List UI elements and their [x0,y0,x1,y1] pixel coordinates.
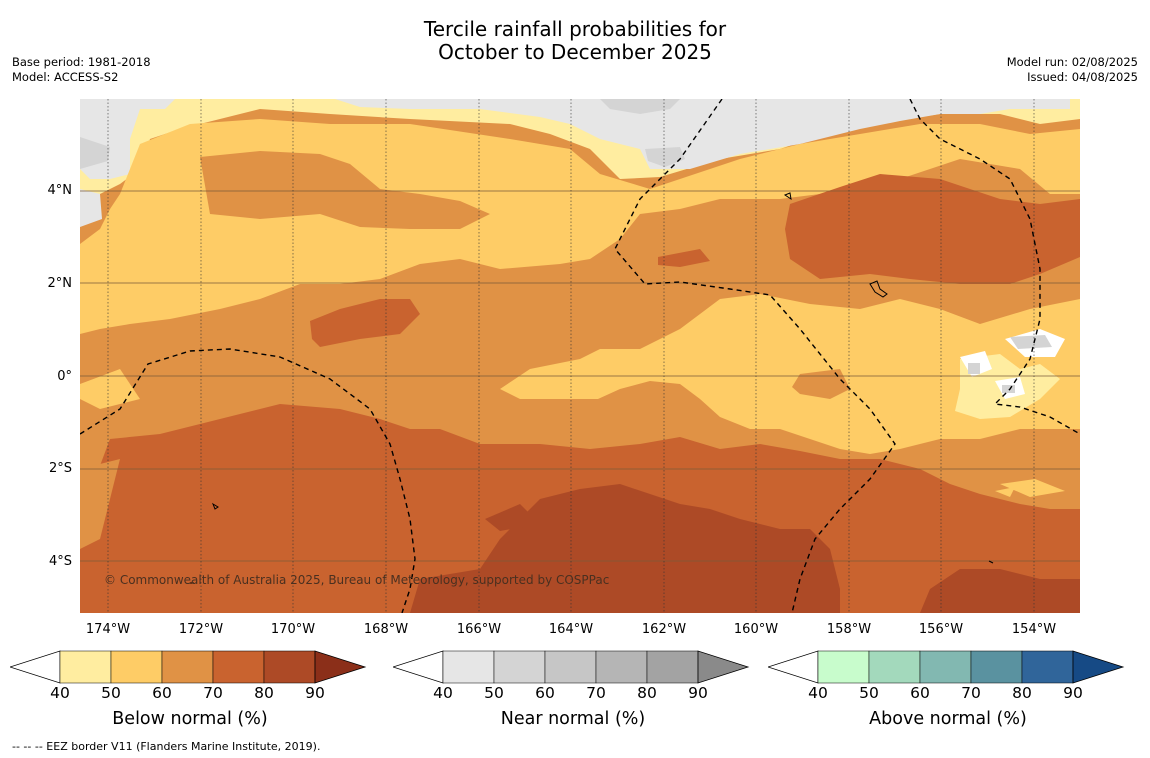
region-below-90-south-lobe [485,504,540,531]
region-below-80-west [310,299,420,347]
region-below-90-south [410,484,840,613]
region-near-50-c [80,137,110,169]
lon-label-168W: 168°W [363,622,409,637]
colorbar-swatch [110,650,163,684]
colorbar-swatch [1021,650,1074,684]
lon-label-154W: 154°W [1011,622,1057,637]
lon-label-158W: 158°W [826,622,872,637]
colorbar-tick-label: 70 [586,684,606,702]
colorbar-tick-label: 60 [535,684,555,702]
eez-border-west [80,348,416,613]
colorbar-above-normal [768,650,1125,684]
colorbar-tick-label: 90 [305,684,325,702]
island-small-sw [211,502,219,510]
lon-label-166W: 166°W [456,622,502,637]
lat-label-0: 0° [57,369,72,384]
colorbar-extend-low [10,650,61,684]
colorbar-tick-label: 80 [254,684,274,702]
colorbar-tick-label: 50 [101,684,121,702]
colorbar-near-normal [393,650,750,684]
colorbar-title-below: Below normal (%) [112,709,268,729]
colorbar-tick-label: 60 [910,684,930,702]
colorbar-swatch [970,650,1023,684]
colorbar-tick-label: 80 [637,684,657,702]
colorbar-swatch [161,650,214,684]
issued-date: Issued: 04/08/2025 [1027,70,1138,84]
colorbar-below-normal [10,650,367,684]
colorbar-tick-label: 80 [1012,684,1032,702]
rainfall-map: © Commonwealth of Australia 2025, Bureau… [80,99,1080,613]
colorbar-tick-label: 70 [203,684,223,702]
region-below-70-sw [80,459,120,549]
region-below-60-west [80,369,140,409]
region-below-60-center [500,294,1080,454]
meta-right: Model run: 02/08/2025 Issued: 04/08/2025 [1007,55,1138,85]
colorbar-swatch [263,650,316,684]
copyright-text: © Commonwealth of Australia 2025, Bureau… [104,573,609,587]
colorbar-swatch [544,650,597,684]
title-line-2: October to December 2025 [438,40,712,64]
region-below-60-se [995,479,1065,497]
meta-left: Base period: 1981-2018 Model: ACCESS-S2 [12,55,151,85]
colorbar-tick-label: 90 [1063,684,1083,702]
lat-label-4N: 4°N [47,183,73,198]
region-near-50-east [968,335,1052,393]
region-below-80-small [658,249,710,267]
island-small-n [783,192,792,201]
colorbar-swatch [59,650,112,684]
colorbar-extend-high [697,650,750,684]
colorbar-extend-high [314,650,367,684]
region-below-80-east [785,174,1080,284]
eez-legend-footer: -- -- -- EEZ border V11 (Flanders Marine… [12,740,321,753]
lon-label-174W: 174°W [85,622,131,637]
eez-border-east [909,99,1080,435]
lon-label-170W: 170°W [270,622,316,637]
lat-label-2S: 2°S [48,461,72,476]
region-below-90-se [920,569,1080,613]
colorbar-tick-label: 40 [808,684,828,702]
lat-label-2N: 2°N [47,276,73,291]
lon-label-164W: 164°W [548,622,594,637]
colorbar-swatch [442,650,495,684]
island-kiritimati [869,280,888,298]
colorbar-tick-label: 40 [50,684,70,702]
colorbar-tick-label: 40 [433,684,453,702]
lon-label-162W: 162°W [641,622,687,637]
island-dot-se [988,560,994,564]
colorbar-swatch [919,650,972,684]
model-name: Model: ACCESS-S2 [12,70,119,84]
lat-label-4S: 4°S [48,554,72,569]
region-below-70-nw [200,151,490,229]
region-near-40-left [80,189,102,227]
lon-label-160W: 160°W [733,622,779,637]
colorbar-extend-high [1072,650,1125,684]
colorbar-swatch [868,650,921,684]
colorbar-tick-label: 90 [688,684,708,702]
colorbar-title-above: Above normal (%) [869,709,1027,729]
region-near-50-b [645,147,685,167]
lon-label-156W: 156°W [918,622,964,637]
colorbar-tick-label: 70 [961,684,981,702]
lon-label-172W: 172°W [178,622,224,637]
colorbar-tick-label: 50 [859,684,879,702]
colorbar-swatch [595,650,648,684]
model-run: Model run: 02/08/2025 [1006,55,1138,69]
region-near-40-center [335,99,1070,169]
base-period: Base period: 1981-2018 [12,55,151,69]
region-near-50-a [600,99,680,114]
region-below-70-spot [792,369,850,399]
colorbar-extend-low [768,650,819,684]
colorbar-tick-label: 60 [152,684,172,702]
colorbar-extend-low [393,650,444,684]
chart-title: Tercile rainfall probabilities for Octob… [0,18,1150,64]
title-line-1: Tercile rainfall probabilities for [423,17,727,41]
colorbar-swatch [817,650,870,684]
colorbar-tick-label: 50 [484,684,504,702]
colorbar-swatch [493,650,546,684]
colorbar-swatch [646,650,699,684]
colorbar-title-near: Near normal (%) [500,709,646,729]
colorbar-swatch [212,650,265,684]
eez-border-center [614,99,896,613]
